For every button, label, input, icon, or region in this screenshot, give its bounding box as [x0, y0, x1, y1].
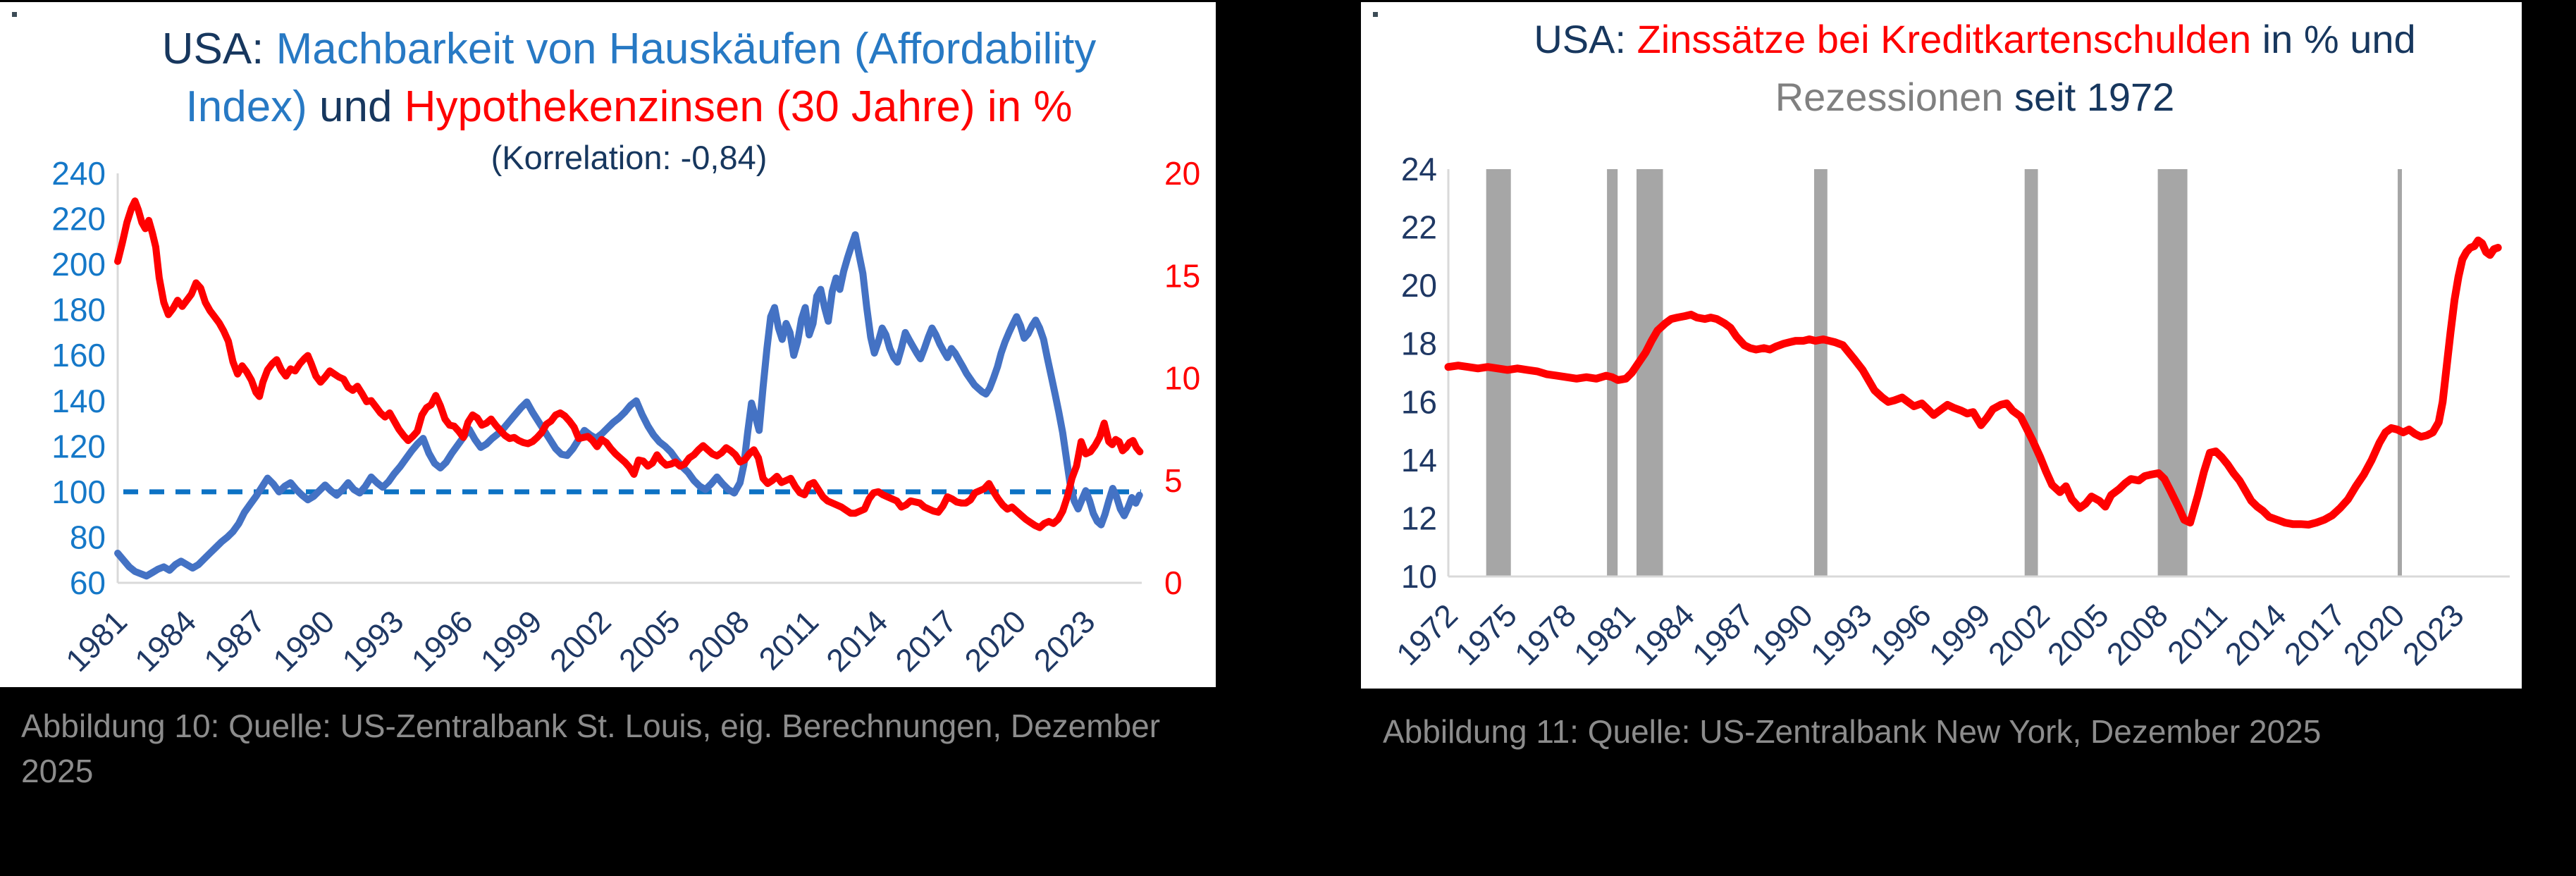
x-axis-label: 2002 [1981, 597, 2057, 672]
x-axis-label: 2005 [2040, 597, 2116, 672]
y-axis-label: 16 [1401, 383, 1437, 420]
right-chart-title: USA: Zinssätze bei Kreditkartenschulden … [1428, 11, 2522, 126]
caption-line: Abbildung 10: Quelle: US-Zentralbank St.… [21, 708, 1161, 744]
y-axis-label-right: 5 [1164, 462, 1183, 499]
y-axis-label-left: 140 [51, 383, 106, 419]
y-axis-label-left: 100 [51, 474, 106, 510]
y-axis-label-left: 160 [51, 337, 106, 374]
right-chart-plot: 24 22 20 18 16 14 12 10197219751978198119841987… [1389, 151, 2510, 672]
affordability-index-line [114, 231, 1143, 580]
x-axis-label: 2014 [2218, 597, 2293, 672]
y-axis-label: 18 [1401, 326, 1437, 362]
title-segment: USA: [1534, 17, 1637, 61]
x-axis-label: 1981 [58, 603, 134, 679]
x-axis-label: 2014 [819, 603, 894, 679]
recession-bar [2024, 169, 2038, 576]
y-axis-label-right: 0 [1164, 565, 1183, 601]
left-chart-panel: USA: Machbarkeit von Hauskäufen (Afforda… [0, 2, 1216, 687]
x-axis-label: 1990 [1744, 597, 1820, 672]
title-segment: in % und [2251, 17, 2416, 61]
x-axis-label: 2017 [889, 603, 964, 679]
y-axis-label: 24 [1401, 151, 1437, 187]
recession-bar [1637, 169, 1663, 576]
x-axis-label: 1981 [1567, 597, 1642, 672]
x-axis-label: 1999 [474, 603, 549, 679]
x-axis-label: 2002 [543, 603, 618, 679]
x-axis-label: 1990 [266, 603, 342, 679]
title-segment: Index) [185, 82, 307, 131]
caption-line: Abbildung 11: Quelle: US-Zentralbank New… [1383, 713, 2322, 750]
x-axis-label: 2023 [1027, 603, 1102, 679]
x-axis-label: 2005 [612, 603, 687, 679]
credit-card-rate-line [1444, 236, 2502, 529]
x-axis-label: 1993 [335, 603, 411, 679]
title-segment: Rezessionen [1775, 75, 2004, 119]
title-segment: USA: [161, 25, 276, 73]
x-axis-label: 2020 [958, 603, 1033, 679]
figure-caption-left: Abbildung 10: Quelle: US-Zentralbank St.… [21, 703, 1177, 794]
x-axis-label: 1975 [1448, 597, 1524, 672]
y-axis-label-left: 220 [51, 201, 106, 237]
x-axis-label: 2011 [752, 603, 825, 677]
y-axis-label: 12 [1401, 500, 1437, 536]
x-axis-label: 1984 [128, 603, 203, 679]
x-axis-label: 2011 [2160, 597, 2233, 670]
caption-line: 2025 [21, 753, 94, 789]
x-axis-label: 1984 [1626, 597, 1701, 672]
title-segment: Zinssätze bei Kreditkartenschulden [1637, 17, 2252, 61]
bullet-icon [12, 12, 17, 17]
y-axis-label-right: 20 [1164, 155, 1200, 192]
x-axis-label: 2017 [2277, 597, 2353, 672]
x-axis-label: 1978 [1508, 597, 1583, 672]
y-axis-label-left: 180 [51, 292, 106, 328]
y-axis-label-left: 240 [51, 155, 106, 192]
title-segment: seit 1972 [2003, 75, 2175, 119]
recession-bar [2398, 169, 2402, 576]
y-axis-label-left: 120 [51, 428, 106, 464]
x-axis-label: 1993 [1804, 597, 1879, 672]
left-chart-title-line2: Index) und Hypothekenzinsen (30 Jahre) i… [42, 78, 1216, 136]
x-axis-label: 2023 [2396, 597, 2471, 672]
title-segment: Machbarkeit von Hauskäufen (Affordabilit… [276, 25, 1097, 73]
x-axis-label: 1987 [1685, 597, 1761, 672]
y-axis-label: 14 [1401, 442, 1437, 479]
y-axis-label: 22 [1401, 209, 1437, 246]
x-axis-label: 1999 [1922, 597, 1997, 672]
recession-bar [1814, 169, 1828, 576]
y-axis-label-left: 80 [70, 519, 106, 555]
left-chart-plot: 240 220 200 180 160 140 120 100 80 60 20 15 10 5 0 1981… [51, 155, 1200, 679]
y-axis-label-left: 200 [51, 246, 106, 283]
left-chart-title: USA: Machbarkeit von Hauskäufen (Afforda… [42, 20, 1216, 178]
x-axis-label: 1987 [197, 603, 272, 679]
x-axis-label: 1996 [405, 603, 480, 679]
title-segment: Hypothekenzinsen (30 Jahre) in % [404, 82, 1073, 131]
x-axis-label: 1972 [1389, 597, 1465, 672]
recession-bar [1607, 169, 1618, 576]
y-axis-label-left: 60 [70, 565, 106, 601]
y-axis-label: 10 [1401, 558, 1437, 595]
y-axis-label: 20 [1401, 267, 1437, 304]
left-chart-subtitle: (Korrelation: -0,84) [491, 139, 768, 176]
y-axis-label-right: 10 [1164, 360, 1200, 397]
x-axis-label: 2008 [681, 603, 756, 679]
y-axis-label-right: 15 [1164, 257, 1200, 294]
left-chart-title-line1: USA: Machbarkeit von Hauskäufen (Afforda… [42, 20, 1216, 78]
x-axis-label: 1996 [1863, 597, 1938, 672]
title-segment: und [307, 82, 405, 131]
mortgage-rate-line [114, 197, 1144, 531]
bullet-icon [1373, 12, 1378, 17]
right-chart-title-line1: USA: Zinssätze bei Kreditkartenschulden … [1428, 11, 2522, 68]
right-chart-title-line2: Rezessionen seit 1972 [1428, 68, 2522, 126]
right-chart-panel: USA: Zinssätze bei Kreditkartenschulden … [1361, 2, 2522, 689]
x-axis-label: 2008 [2100, 597, 2175, 672]
figure-caption-right: Abbildung 11: Quelle: US-Zentralbank New… [1383, 709, 2539, 754]
x-axis-label: 2020 [2336, 597, 2412, 672]
